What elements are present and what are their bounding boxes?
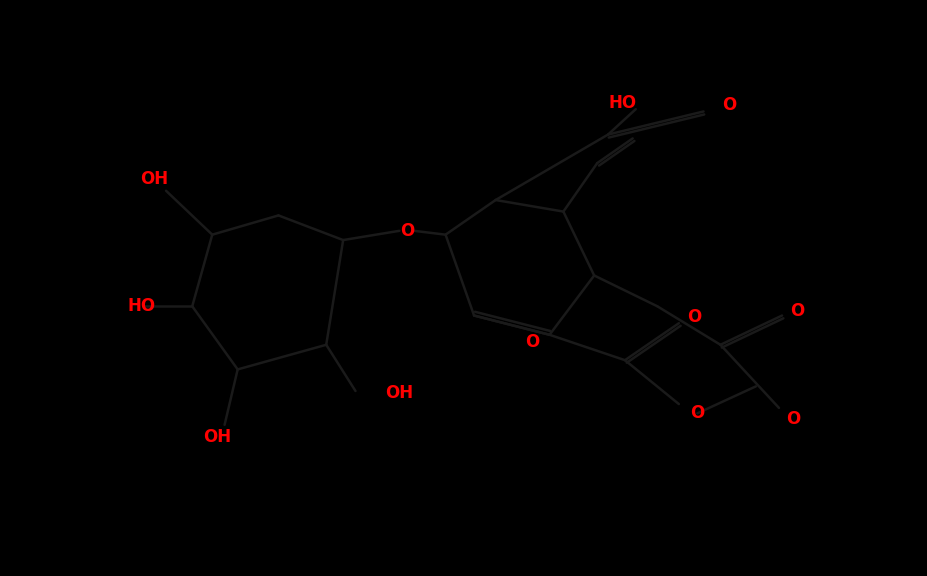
Text: OH: OH — [140, 170, 168, 188]
Text: O: O — [785, 410, 799, 428]
Text: O: O — [686, 308, 701, 326]
Text: O: O — [721, 96, 735, 114]
Text: O: O — [690, 404, 704, 422]
Text: OH: OH — [203, 428, 231, 446]
Text: O: O — [790, 302, 804, 320]
Text: OH: OH — [385, 384, 413, 401]
Text: O: O — [524, 334, 539, 351]
Text: HO: HO — [127, 297, 156, 315]
Text: O: O — [400, 222, 413, 240]
Text: HO: HO — [608, 94, 636, 112]
